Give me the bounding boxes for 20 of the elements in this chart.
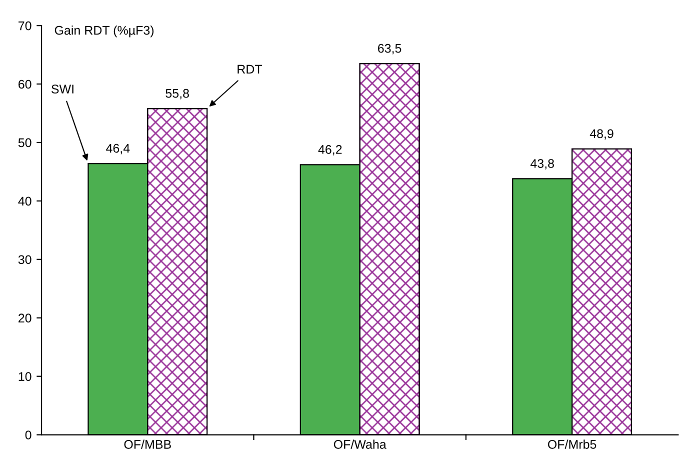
data-label: 55,8 [166,88,189,100]
text: SWI [52,84,74,94]
data-label: 48,9 [590,129,614,140]
y-tick-label: 30 [18,255,32,264]
y-tick-label: 10 [18,372,32,381]
data-label: 63,5 [378,44,402,54]
y-tick-label: 20 [18,314,32,323]
data-label: 43,8 [530,159,554,170]
y-tick-label: 60 [18,80,32,89]
y-tick-label: 0 [25,430,32,440]
y-tick-label: 40 [18,196,32,206]
x-tick-label: OF/MBB [124,440,171,449]
y-axis-title: Gain RDT (%µF3) [54,26,154,38]
data-label: 46,4 [106,144,130,154]
y-tick-label: 70 [18,21,32,30]
data-label: 46,2 [318,145,342,156]
x-tick-label: OF/Mrb5 [548,440,596,449]
text: RDT [238,64,262,74]
x-tick-label: OF/Waha [334,440,386,449]
y-tick-label: 50 [18,138,32,148]
